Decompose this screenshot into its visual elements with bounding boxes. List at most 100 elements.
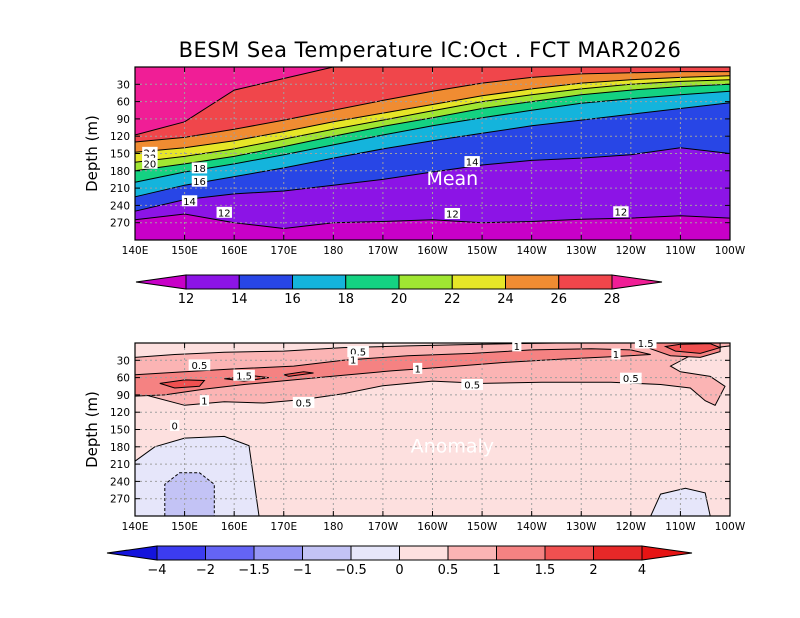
contour-label-bg (188, 359, 211, 371)
contour-label-bg (292, 396, 315, 408)
x-tick-label: 180 (323, 245, 343, 257)
colorbar-box (496, 545, 546, 561)
mean-colorbar: 12 14 16 18 20 22 24 26 28 (135, 274, 663, 307)
y-tick-label: 240 (110, 476, 130, 488)
y-tick-label: 120 (110, 407, 130, 419)
contour-label: 1 (350, 356, 356, 367)
colorbar-tick-label: 2 (589, 563, 597, 578)
colorbar-tick-label: −2 (196, 563, 215, 578)
contour-label: 16 (193, 177, 206, 188)
contour-label: 0.5 (464, 381, 480, 392)
contour-label-bg (634, 337, 657, 349)
colorbar-arrow-high (611, 274, 663, 290)
x-tick-label: 170E (270, 245, 297, 257)
contour-label-bg (613, 206, 629, 218)
y-tick-label: 60 (117, 97, 130, 109)
x-tick-label: 110W (665, 521, 696, 533)
x-tick-label: 160E (221, 245, 248, 257)
anomaly-band-1.5-2 (159, 379, 206, 389)
figure-title: BESM Sea Temperature IC:Oct . FCT MAR202… (178, 38, 682, 62)
colorbar-tick-label: 14 (231, 292, 248, 307)
colorbar-tick-label: −0.5 (335, 563, 367, 578)
x-tick-label: 110W (665, 245, 696, 257)
x-tick-label: 150E (171, 245, 198, 257)
colorbar-tick-label: 0.5 (438, 563, 459, 578)
contour-label: 1 (414, 364, 420, 375)
y-tick-label: 180 (110, 442, 130, 454)
contour-label: 1.5 (236, 371, 252, 382)
x-tick-label: 170W (368, 245, 399, 257)
colorbar-tick-label: 28 (604, 292, 621, 307)
x-tick-label: 180 (323, 521, 343, 533)
colorbar-box (156, 545, 206, 561)
colorbar-box (447, 545, 497, 561)
contour-label-bg (181, 195, 198, 207)
contour-label: 1.5 (638, 339, 654, 350)
x-tick-label: 140E (122, 521, 149, 533)
colorbar-arrow-high (641, 545, 693, 561)
isotherm-16 (134, 102, 731, 198)
contour-label: 14 (466, 158, 479, 169)
plot-frame (134, 66, 731, 241)
x-tick-label: 160W (417, 521, 448, 533)
contour-label: 20 (144, 159, 157, 170)
contour-label-bg (464, 156, 480, 168)
axes: 140E 150E 160E 170E 180 170W 160W 150W 140W 130W 1… (83, 66, 746, 257)
contour-label-bg (170, 419, 180, 431)
contour-label: 12 (446, 209, 459, 220)
temperature-band-28 (135, 67, 730, 135)
y-tick-label: 120 (110, 131, 130, 143)
contour-label: 1 (201, 397, 207, 408)
contour-label: 1 (514, 342, 520, 353)
x-tick-label: 160E (221, 521, 248, 533)
x-tick-label: 170W (368, 521, 399, 533)
y-tick-label: 150 (110, 149, 130, 161)
x-tick-label: 150W (467, 521, 498, 533)
contour-label: 14 (183, 197, 196, 208)
y-tick-label: 270 (110, 218, 130, 230)
colorbar-tick-label: 20 (391, 292, 408, 307)
x-tick-label: 130W (566, 245, 597, 257)
y-axis-label: Depth (m) (83, 115, 101, 192)
contour-label: 12 (615, 208, 628, 219)
contour-label: 0.5 (296, 398, 312, 409)
colorbar-tick-label: −1 (293, 563, 312, 578)
colorbar-tick-label: 1 (492, 563, 500, 578)
y-axis-label: Depth (m) (83, 391, 101, 468)
x-tick-label: 120W (616, 245, 647, 257)
y-tick-label: 30 (117, 79, 130, 91)
isotherm-24 (134, 75, 731, 153)
y-tick-label: 90 (117, 114, 130, 126)
contour-label-bg (191, 162, 208, 174)
contour-label-bg (413, 362, 423, 374)
colorbar-tick-label: 22 (444, 292, 461, 307)
x-tick-label: 100W (715, 245, 746, 257)
y-tick-label: 180 (110, 166, 130, 178)
x-tick-label: 150E (171, 521, 198, 533)
x-tick-label: 170E (270, 521, 297, 533)
x-tick-label: 150W (467, 245, 498, 257)
x-tick-label: 120W (616, 521, 647, 533)
contour-label-bg (461, 379, 483, 391)
colorbar-box (593, 545, 643, 561)
colorbar-tick-label: 1.5 (535, 563, 556, 578)
colorbar-tick-label: 4 (638, 563, 646, 578)
colorbar-tick-label: 12 (178, 292, 195, 307)
colorbar-box (350, 545, 400, 561)
colorbar-tick-label: 0 (395, 563, 403, 578)
contour-label: 12 (218, 208, 231, 219)
contour-label-bg (611, 348, 621, 360)
colorbar-box (302, 545, 352, 561)
colorbar-box (253, 545, 303, 561)
y-tick-label: 90 (117, 390, 130, 402)
x-tick-label: 100W (715, 521, 746, 533)
x-tick-label: 140E (122, 245, 149, 257)
x-tick-label: 140W (516, 521, 547, 533)
mean-panel-label: Mean (426, 168, 478, 190)
contour-label-bg (348, 354, 358, 366)
colorbar-tick-label: 26 (550, 292, 567, 307)
anomaly-band-1.5-2 (663, 343, 722, 354)
